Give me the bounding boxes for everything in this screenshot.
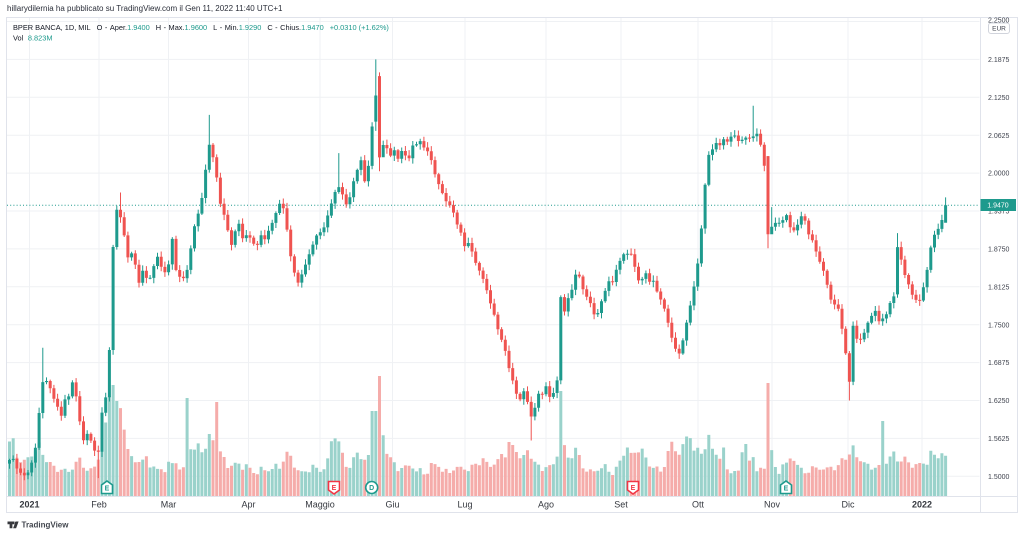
svg-text:Nov: Nov	[764, 500, 781, 510]
svg-text:Vol 8.823M: Vol 8.823M	[13, 34, 52, 43]
svg-text:Feb: Feb	[91, 500, 107, 510]
svg-text:1.8125: 1.8125	[988, 284, 1010, 291]
svg-text:Dic: Dic	[842, 500, 855, 510]
svg-text:D: D	[369, 485, 374, 492]
svg-text:1.5000: 1.5000	[988, 474, 1010, 481]
svg-text:2.0625: 2.0625	[988, 133, 1010, 140]
svg-text:EUR: EUR	[992, 26, 1006, 33]
svg-text:Giu: Giu	[385, 500, 399, 510]
svg-text:1.9375: 1.9375	[988, 209, 1010, 216]
svg-text:1.9470: 1.9470	[987, 203, 1009, 210]
svg-text:TradingView: TradingView	[22, 520, 70, 529]
svg-text:1.8750: 1.8750	[988, 247, 1010, 254]
svg-text:1.6250: 1.6250	[988, 398, 1010, 405]
svg-text:2.0000: 2.0000	[988, 171, 1010, 178]
svg-text:1.7500: 1.7500	[988, 322, 1010, 329]
svg-text:Apr: Apr	[241, 500, 255, 510]
svg-text:1.6875: 1.6875	[988, 360, 1010, 367]
svg-text:E: E	[332, 485, 337, 492]
svg-text:2021: 2021	[19, 500, 39, 510]
svg-text:Set: Set	[614, 500, 628, 510]
svg-text:2022: 2022	[912, 500, 932, 510]
svg-text:2.1250: 2.1250	[988, 95, 1010, 102]
svg-text:2.1875: 2.1875	[988, 57, 1010, 64]
svg-text:hillarydilernia ha pubblicato: hillarydilernia ha pubblicato su Trading…	[7, 4, 283, 13]
svg-text:E: E	[784, 486, 789, 493]
svg-text:2.2500: 2.2500	[988, 18, 1010, 25]
svg-text:E: E	[631, 485, 636, 492]
svg-text:E: E	[105, 486, 110, 493]
svg-text:Lug: Lug	[457, 500, 472, 510]
svg-text:1.5625: 1.5625	[988, 436, 1010, 443]
svg-text:Ago: Ago	[538, 500, 554, 510]
svg-text:Maggio: Maggio	[305, 500, 335, 510]
svg-text:Mar: Mar	[161, 500, 177, 510]
svg-text:Ott: Ott	[692, 500, 705, 510]
